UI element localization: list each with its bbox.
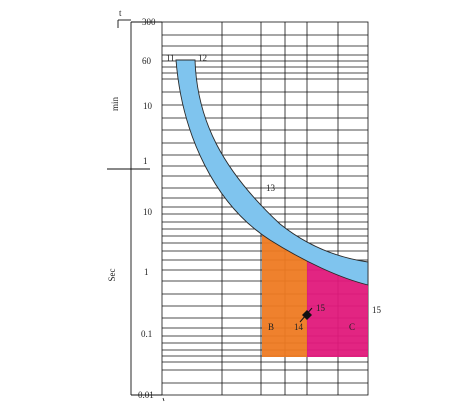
label-13: 13 xyxy=(266,183,276,193)
label-11: 11 xyxy=(166,53,175,63)
orange-region xyxy=(262,233,307,357)
unit-label-sec: Sec xyxy=(107,269,117,282)
label-15-inner: 15 xyxy=(316,303,326,313)
blue-band xyxy=(175,59,369,286)
tick-label-1-min: 1 xyxy=(143,156,148,166)
label-B: B xyxy=(268,322,274,332)
time-axis: t 300 60 10 1 10 1 0.1 0.01 min Sec xyxy=(107,8,162,400)
grid-border xyxy=(161,21,369,396)
label-15-outer: 15 xyxy=(372,305,382,315)
label-12: 12 xyxy=(198,53,207,63)
magenta-region xyxy=(307,252,368,357)
tick-label-60: 60 xyxy=(142,56,152,66)
tick-label-300: 300 xyxy=(142,17,156,27)
tick-label-1-sec: 1 xyxy=(144,267,149,277)
tick-label-10-sec: 10 xyxy=(143,207,153,217)
axis-top-label: t xyxy=(119,8,122,18)
tick-label-0.01: 0.01 xyxy=(138,390,154,400)
unit-label-min: min xyxy=(110,97,120,112)
tick-label-10-min: 10 xyxy=(143,101,153,111)
bottom-tick xyxy=(162,397,165,402)
label-14: 14 xyxy=(294,322,304,332)
trip-point-line xyxy=(299,307,313,323)
tick-label-0.1: 0.1 xyxy=(141,329,152,339)
label-C: C xyxy=(349,322,355,332)
